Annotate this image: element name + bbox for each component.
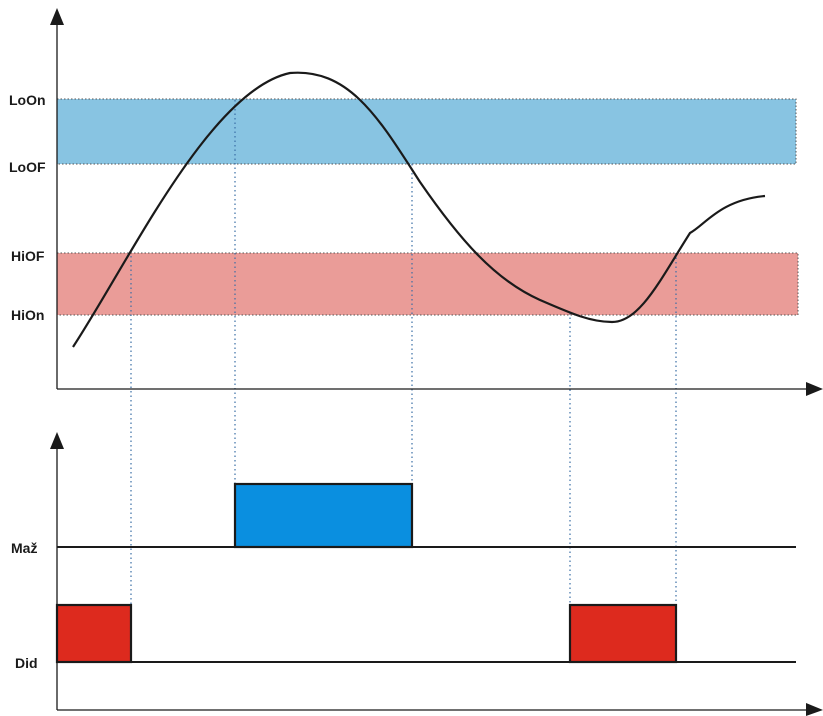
label-hi-off: HiOF (11, 248, 45, 264)
lo-band (56, 98, 797, 165)
lower-y-arrow (50, 432, 64, 449)
did-pulse (568, 603, 678, 664)
label-lo-on: LoOn (9, 92, 46, 108)
label-did: Did (15, 655, 38, 671)
hi-band (56, 252, 799, 316)
maz-pulse (233, 482, 414, 549)
label-maz: Maž (11, 540, 37, 556)
lower-axes (50, 432, 823, 716)
label-lo-off: LoOF (9, 159, 46, 175)
upper-y-arrow (50, 8, 64, 25)
upper-x-arrow (806, 382, 823, 396)
label-hi-on: HiOn (11, 307, 44, 323)
lower-x-arrow (806, 703, 823, 716)
upper-axes (50, 8, 823, 396)
did-pulse (55, 603, 133, 664)
signal-curve (72, 71, 766, 348)
